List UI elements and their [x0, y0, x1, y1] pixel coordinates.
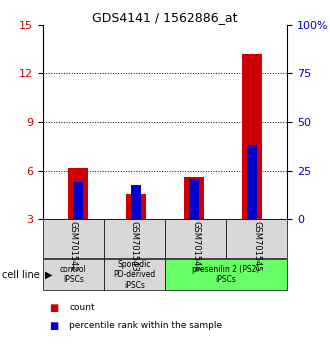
Bar	[165, 259, 287, 290]
Bar	[189, 179, 199, 219]
Text: GSM701544: GSM701544	[191, 221, 200, 272]
Bar	[104, 219, 165, 258]
Text: GSM701542: GSM701542	[69, 221, 78, 272]
Title: GDS4141 / 1562886_at: GDS4141 / 1562886_at	[92, 11, 238, 24]
Text: ■: ■	[50, 303, 59, 313]
Bar	[131, 185, 141, 219]
Text: GSM701543: GSM701543	[130, 221, 139, 272]
Bar	[165, 219, 226, 258]
Bar	[73, 182, 83, 219]
Text: Sporadic
PD-derived
iPSCs: Sporadic PD-derived iPSCs	[113, 260, 156, 290]
Text: control
IPSCs: control IPSCs	[60, 265, 87, 284]
Bar	[68, 167, 88, 219]
Bar	[247, 145, 257, 219]
Text: count: count	[69, 303, 95, 313]
Text: presenilin 2 (PS2)
iPSCs: presenilin 2 (PS2) iPSCs	[192, 265, 260, 284]
Bar	[184, 177, 204, 219]
Text: cell line: cell line	[2, 270, 40, 280]
Bar	[242, 54, 262, 219]
Text: ▶: ▶	[45, 270, 52, 280]
Text: ■: ■	[50, 321, 59, 331]
Bar	[104, 259, 165, 290]
Text: GSM701545: GSM701545	[252, 221, 261, 272]
Bar	[43, 219, 104, 258]
Bar	[126, 194, 146, 219]
Bar	[43, 259, 104, 290]
Text: percentile rank within the sample: percentile rank within the sample	[69, 321, 222, 330]
Bar	[226, 219, 287, 258]
